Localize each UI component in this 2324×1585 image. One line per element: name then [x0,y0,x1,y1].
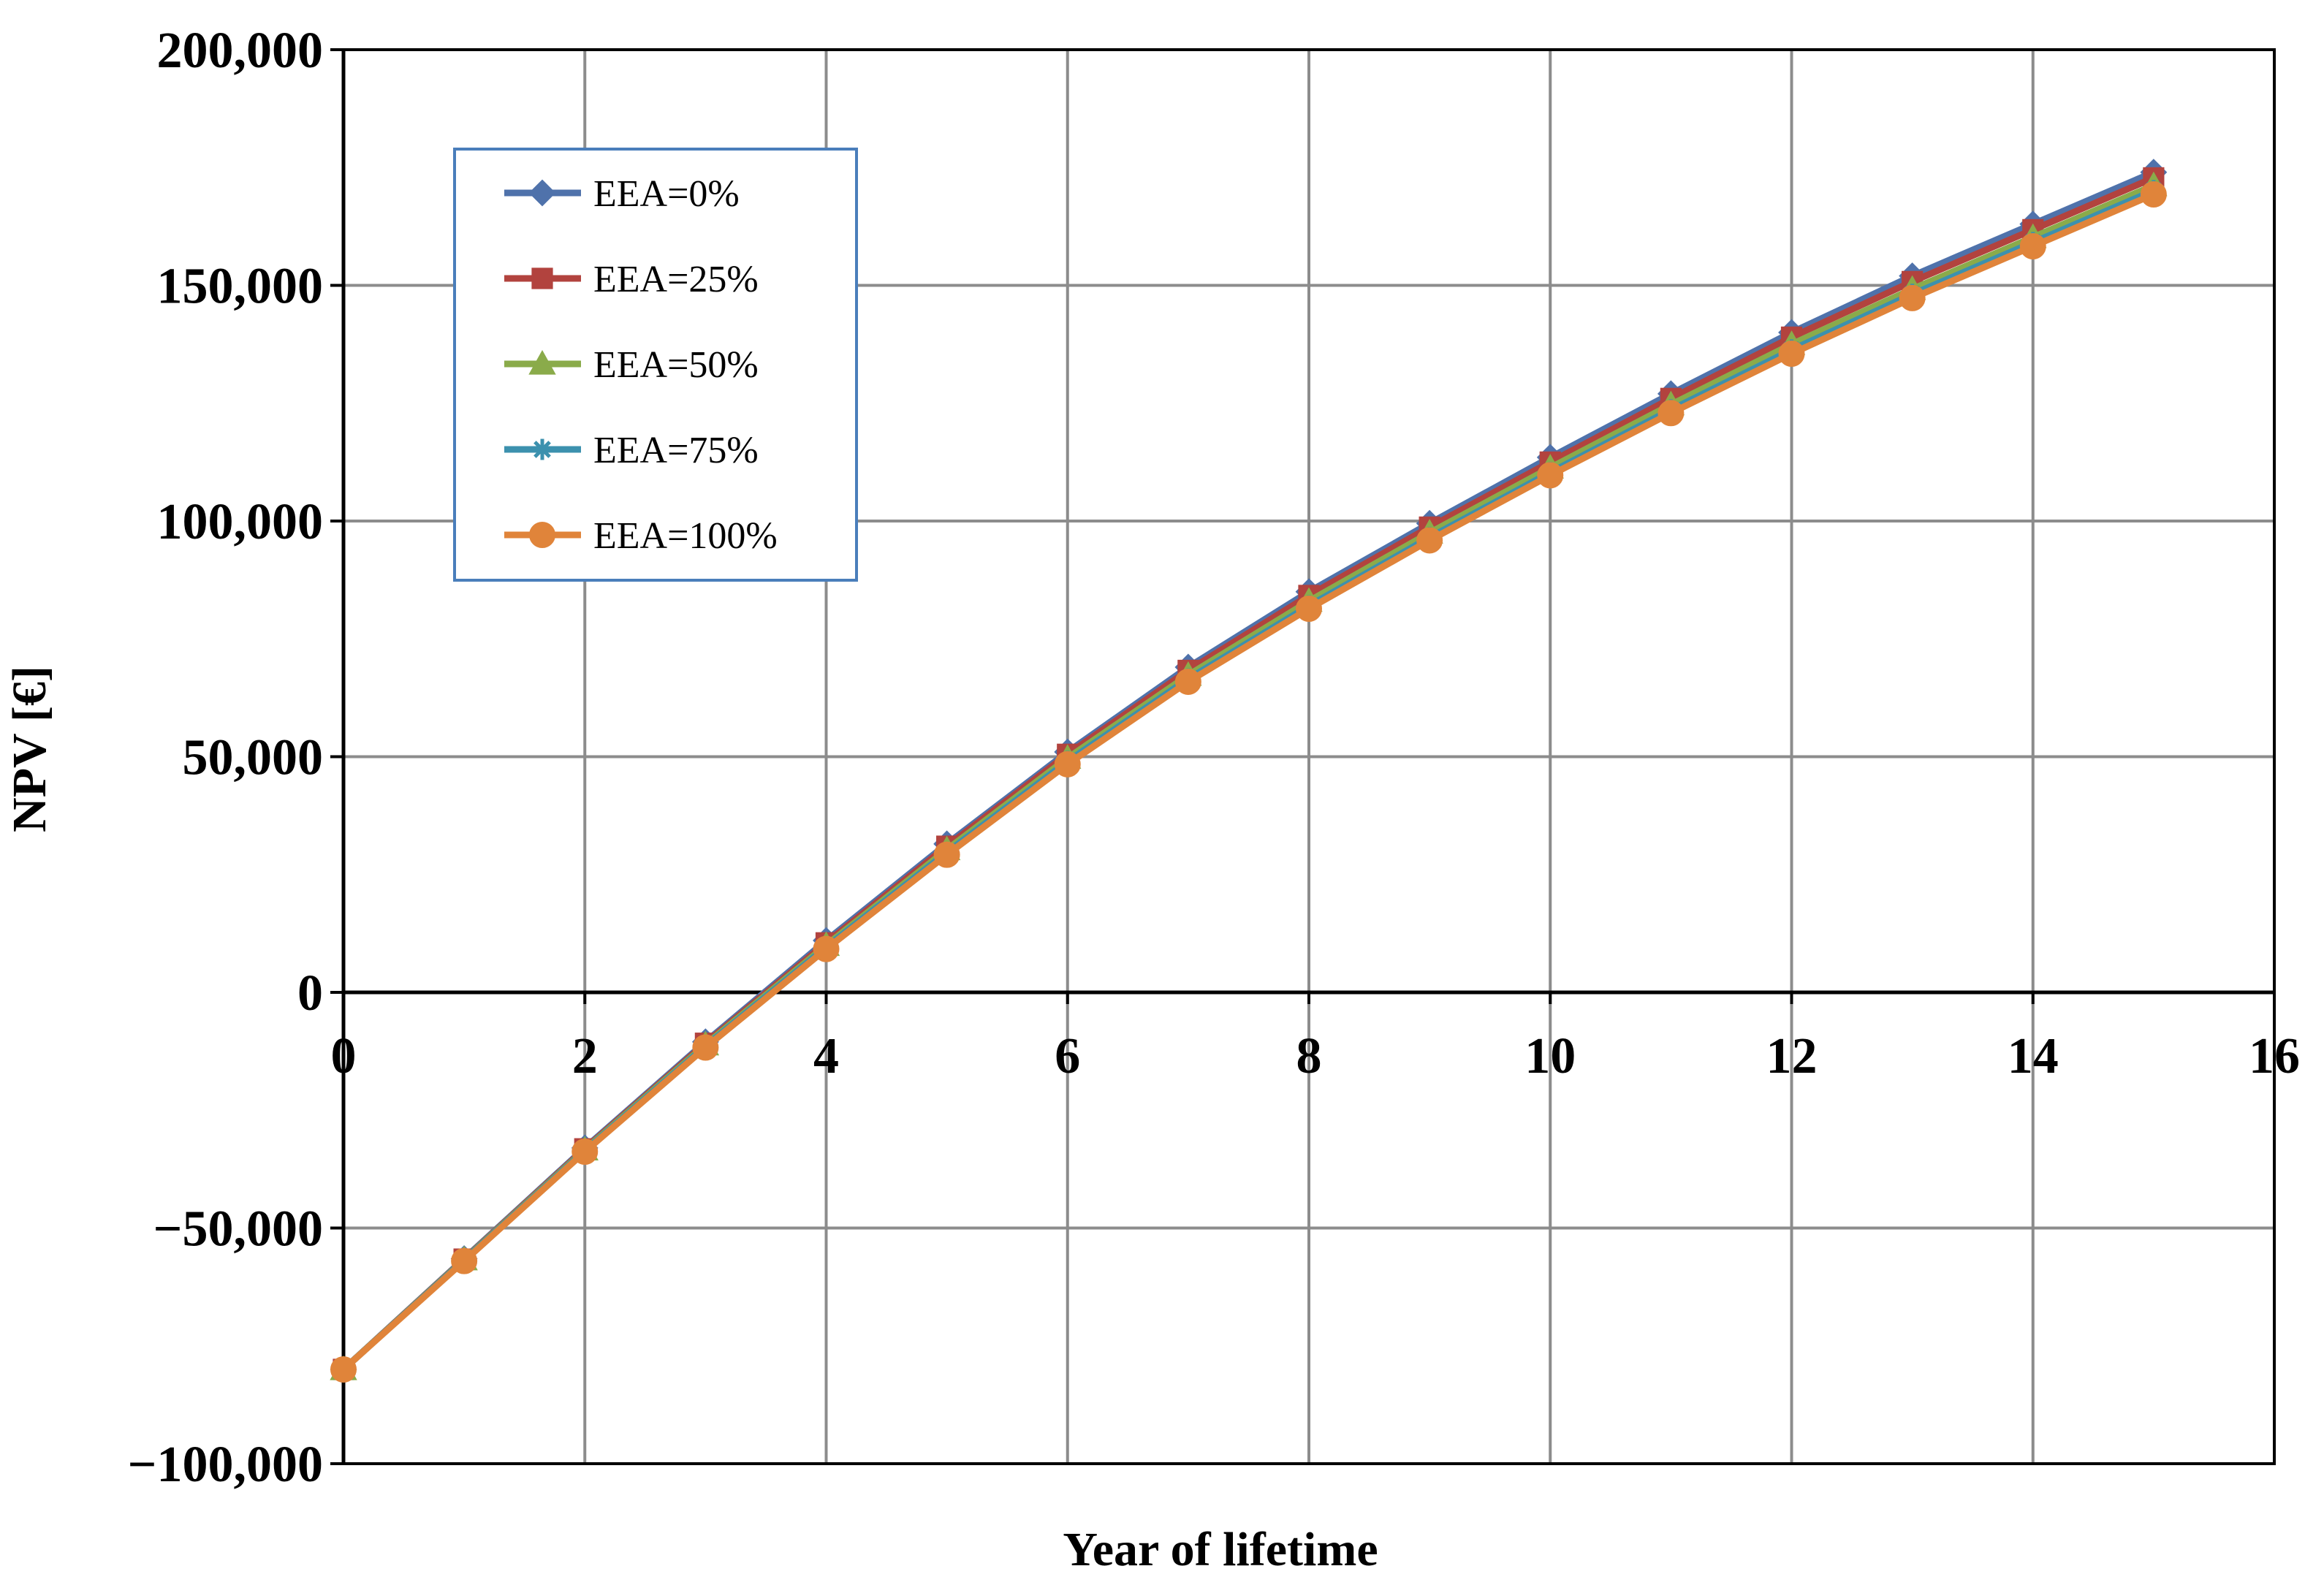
data-point-circle [2019,232,2046,259]
data-point-circle [813,935,840,962]
legend-item: EEA=25% [504,259,759,300]
x-tick-label: 10 [1524,1028,1576,1084]
data-point-circle [1537,462,1564,489]
data-point-circle [330,1356,357,1383]
data-point-circle [529,522,555,548]
y-tick-label: 100,000 [157,494,324,550]
data-point-circle [1054,750,1081,778]
data-point-circle [692,1034,719,1061]
data-point-circle [451,1247,478,1274]
series-lines [330,159,2168,1383]
data-point-circle [1174,668,1201,695]
legend-label: EEA=25% [593,259,759,300]
data-point-circle [2140,181,2167,208]
data-point-square [531,267,553,289]
y-tick-label: 150,000 [157,259,324,315]
x-tick-label: 16 [2249,1028,2300,1084]
legend-label: EEA=50% [593,344,759,386]
data-point-circle [1657,400,1685,427]
x-tick-label: 2 [572,1028,598,1084]
y-tick-label: −50,000 [153,1201,323,1258]
data-point-diamond [528,179,556,207]
data-point-circle [1296,595,1322,622]
x-tick-label: 0 [331,1028,357,1084]
y-tick-label: 200,000 [157,23,324,79]
legend-item: EEA=0% [504,173,740,215]
data-point-star [531,438,553,460]
data-point-triangle [528,349,556,375]
y-tick-label: −100,000 [128,1437,323,1493]
x-axis-title: Year of lifetime [1063,1523,1378,1576]
y-tick-label: 0 [297,965,323,1022]
series-4 [330,181,2167,1383]
legend-label: EEA=0% [593,173,740,215]
legend-item: EEA=75% [504,430,759,471]
tick-labels: −100,000 −50,000 0 50,000 100,000 150,000 200,… [128,23,2300,1493]
series-line [341,191,2155,1372]
legend-item: EEA=50% [504,344,759,386]
y-tick-label: 50,000 [183,730,324,786]
y-axis-title: NPV [€] [3,666,56,832]
x-tick-label: 8 [1296,1028,1322,1084]
data-point-circle [1416,527,1443,554]
axes [330,48,2276,1465]
data-point-circle [571,1139,599,1166]
data-point-circle [1778,341,1805,368]
x-tick-label: 6 [1055,1028,1080,1084]
x-tick-label: 14 [2008,1028,2059,1084]
data-point-circle [1899,284,1926,311]
legend-item: EEA=100% [504,515,778,557]
legend-label: EEA=75% [593,430,759,471]
legend: EEA=0% EEA=25% EEA=50% EEA=75% EEA=100% [453,148,858,582]
x-tick-label: 12 [1766,1028,1818,1084]
x-tick-label: 4 [813,1028,839,1084]
legend-label: EEA=100% [593,515,778,557]
data-point-circle [933,841,960,868]
